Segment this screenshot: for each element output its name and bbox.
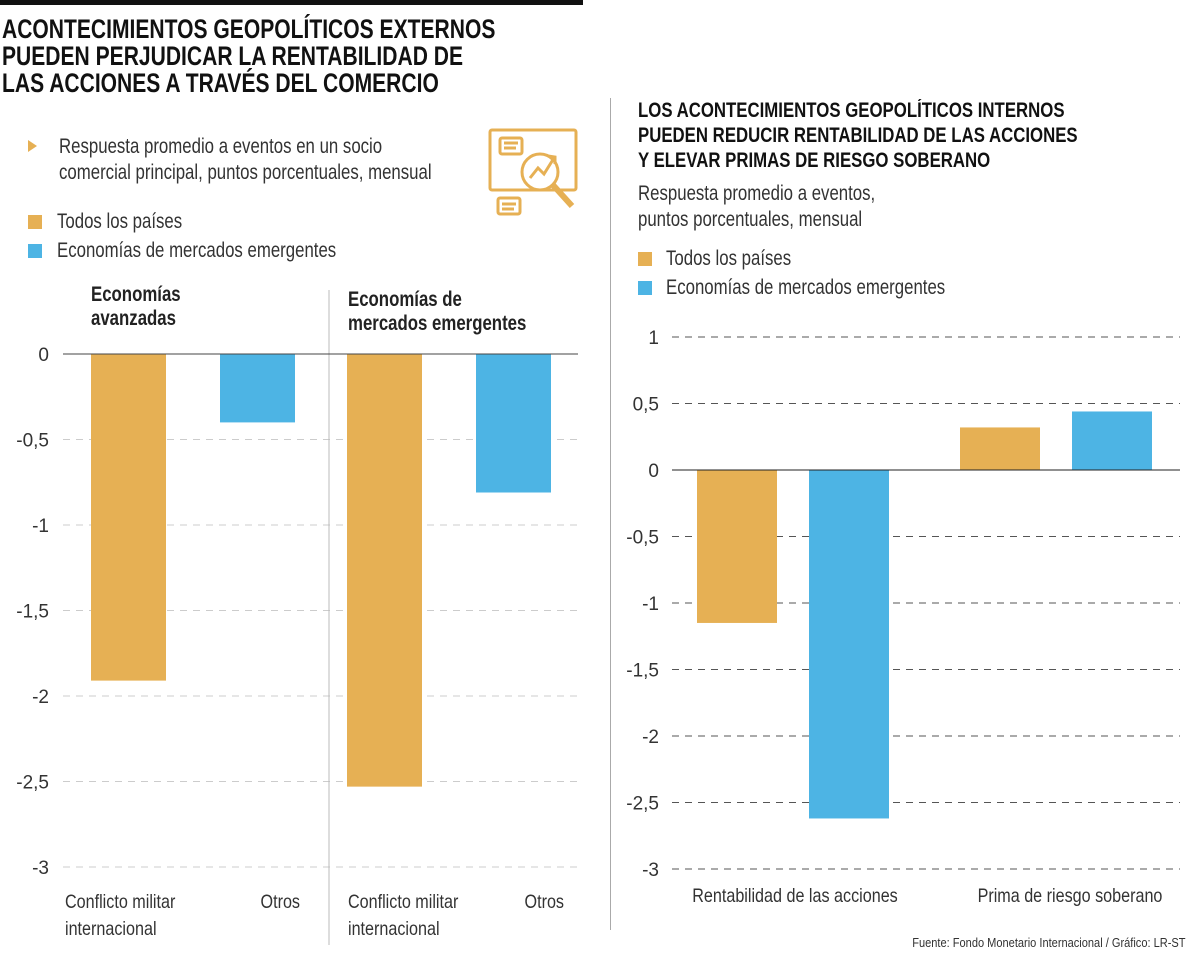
y-tick-label: -2,5 [626, 794, 659, 815]
x-category-label: Otros [261, 891, 301, 913]
legend-label-emergentes: Economías de mercados emergentes [57, 239, 337, 262]
x-category-label: Conflicto militar [65, 891, 175, 913]
y-tick-label: -1,5 [16, 602, 49, 623]
y-tick-label: -3 [32, 858, 49, 879]
x-category-label: internacional [348, 918, 440, 940]
panel-title-emergentes: Economías de mercados emergentes [348, 288, 527, 335]
left-bar-chart: 0 -0,5 -1 -1,5 -2 -2,5 -3 Conflicto militar inte… [16, 290, 578, 945]
y-tick-label: -2 [642, 727, 659, 748]
x-category-label: Rentabilidad de las acciones [692, 885, 898, 907]
legend-swatch-emergentes-right [638, 281, 652, 295]
bar-emergentes [809, 470, 889, 819]
left-description: Respuesta promedio a eventos en un socio… [59, 135, 432, 184]
bar-todos [91, 354, 166, 681]
bar-todos [697, 470, 777, 623]
bar-emergentes [476, 354, 551, 493]
y-tick-label: 1 [648, 328, 659, 349]
y-tick-label: -1 [642, 594, 659, 615]
y-tick-label: 0,5 [633, 395, 659, 416]
section-divider [610, 98, 611, 930]
y-tick-label: 0 [648, 461, 659, 482]
y-tick-label: -1,5 [626, 661, 659, 682]
legend-label-todos-right: Todos los países [666, 247, 792, 270]
legend-label-emergentes-right: Economías de mercados emergentes [666, 276, 946, 299]
right-title: LOS ACONTECIMIENTOS GEOPOLÍTICOS INTERNO… [638, 99, 1078, 172]
x-category-label: internacional [65, 918, 157, 940]
bar-emergentes [220, 354, 295, 423]
source-note: Fuente: Fondo Monetario Internacional / … [912, 935, 1186, 950]
legend-swatch-todos-right [638, 252, 652, 266]
bar-emergentes [1072, 411, 1152, 470]
legend-swatch-todos [28, 215, 42, 229]
y-tick-label: -2,5 [16, 773, 49, 794]
legend-label-todos: Todos los países [57, 210, 183, 233]
legend-swatch-emergentes [28, 244, 42, 258]
panel-title-avanzadas: Economías avanzadas [91, 283, 181, 330]
left-title: ACONTECIMIENTOS GEOPOLÍTICOS EXTERNOS PU… [2, 14, 496, 98]
y-tick-label: -3 [642, 860, 659, 881]
bullet-triangle-icon [28, 140, 37, 152]
x-category-label: Prima de riesgo soberano [978, 885, 1163, 907]
y-tick-label: -1 [32, 516, 49, 537]
y-tick-label: -0,5 [626, 528, 659, 549]
right-description: Respuesta promedio a eventos, puntos por… [638, 182, 876, 231]
analytics-magnifier-icon [488, 128, 578, 216]
top-rule [0, 0, 583, 5]
y-tick-label: -0,5 [16, 431, 49, 452]
bar-todos [960, 427, 1040, 470]
x-category-label: Conflicto militar [348, 891, 458, 913]
y-tick-label: 0 [38, 345, 49, 366]
y-tick-label: -2 [32, 687, 49, 708]
x-category-label: Otros [525, 891, 565, 913]
bar-todos [347, 354, 422, 787]
